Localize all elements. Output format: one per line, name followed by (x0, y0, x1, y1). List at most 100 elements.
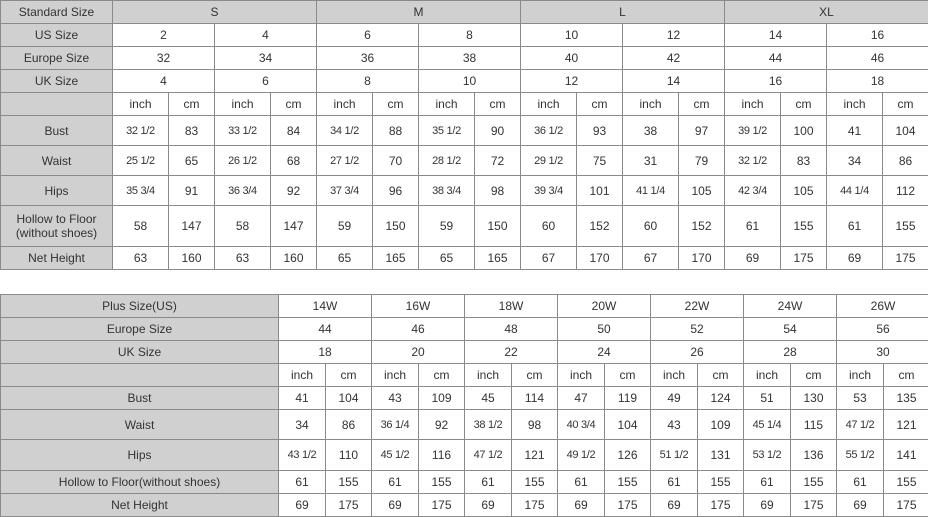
measure-cell: 155 (781, 206, 827, 247)
measure-cell: 175 (419, 494, 465, 517)
size-header: L (521, 1, 725, 24)
size-cell: 20 (372, 341, 465, 364)
measure-cell: 69 (279, 494, 326, 517)
size-cell: 6 (215, 70, 317, 93)
row-label: US Size (1, 24, 113, 47)
measure-cell: 141 (884, 440, 928, 471)
measure-cell: 69 (372, 494, 419, 517)
measure-cell: 65 (317, 247, 373, 270)
size-header: 18W (465, 295, 558, 318)
measure-cell: 47 (558, 387, 605, 410)
size-header: XL (725, 1, 928, 24)
measure-cell: 155 (884, 471, 928, 494)
measure-cell: 147 (271, 206, 317, 247)
size-cell: 2 (113, 24, 215, 47)
measure-cell: 100 (781, 116, 827, 146)
unit-label: cm (271, 93, 317, 116)
measure-cell: 41 (279, 387, 326, 410)
size-header: 24W (744, 295, 837, 318)
measure-cell: 124 (698, 387, 744, 410)
measure-cell: 75 (577, 146, 623, 176)
size-cell: 24 (558, 341, 651, 364)
measure-cell: 68 (271, 146, 317, 176)
measure-cell: 88 (373, 116, 419, 146)
measure-cell: 155 (883, 206, 928, 247)
row-label: Net Height (1, 247, 113, 270)
size-cell: 50 (558, 318, 651, 341)
measure-cell: 51 (744, 387, 791, 410)
size-cell: 26 (651, 341, 744, 364)
measure-cell: 155 (698, 471, 744, 494)
measure-cell: 69 (725, 247, 781, 270)
measure-cell: 86 (883, 146, 928, 176)
measure-cell: 101 (577, 176, 623, 206)
measure-cell: 47 1/2 (465, 440, 512, 471)
measure-cell: 61 (279, 471, 326, 494)
measure-cell: 175 (698, 494, 744, 517)
size-cell: 44 (725, 47, 827, 70)
unit-label: cm (883, 93, 928, 116)
unit-label: cm (512, 364, 558, 387)
row-label: Bust (1, 116, 113, 146)
measure-cell: 61 (827, 206, 883, 247)
size-cell: 46 (827, 47, 928, 70)
measure-cell: 160 (169, 247, 215, 270)
measure-cell: 147 (169, 206, 215, 247)
measure-cell: 175 (605, 494, 651, 517)
measure-cell: 121 (512, 440, 558, 471)
unit-label: cm (791, 364, 837, 387)
size-cell: 14 (623, 70, 725, 93)
measure-cell: 69 (827, 247, 883, 270)
measure-cell: 104 (883, 116, 928, 146)
measure-cell: 84 (271, 116, 317, 146)
measure-cell: 79 (679, 146, 725, 176)
measure-cell: 150 (475, 206, 521, 247)
measure-cell: 67 (521, 247, 577, 270)
size-cell: 48 (465, 318, 558, 341)
measure-cell: 105 (781, 176, 827, 206)
measure-cell: 36 3/4 (215, 176, 271, 206)
unit-label: cm (326, 364, 372, 387)
row-label: Waist (1, 410, 279, 440)
unit-label: inch (827, 93, 883, 116)
measure-cell: 165 (475, 247, 521, 270)
measure-cell: 175 (883, 247, 928, 270)
measure-cell: 61 (837, 471, 884, 494)
row-label: Europe Size (1, 318, 279, 341)
size-cell: 6 (317, 24, 419, 47)
size-cell: 10 (419, 70, 521, 93)
measure-cell: 43 (372, 387, 419, 410)
unit-label: cm (475, 93, 521, 116)
measure-cell: 63 (113, 247, 169, 270)
unit-label: cm (679, 93, 725, 116)
measure-cell: 39 1/2 (725, 116, 781, 146)
measure-cell: 29 1/2 (521, 146, 577, 176)
measure-cell: 90 (475, 116, 521, 146)
measure-cell: 43 (651, 410, 698, 440)
size-header: 16W (372, 295, 465, 318)
measure-cell: 45 1/2 (372, 440, 419, 471)
size-cell: 34 (215, 47, 317, 70)
size-cell: 28 (744, 341, 837, 364)
measure-cell: 38 (623, 116, 679, 146)
measure-cell: 86 (326, 410, 372, 440)
measure-cell: 65 (419, 247, 475, 270)
measure-cell: 45 (465, 387, 512, 410)
size-cell: 16 (827, 24, 928, 47)
measure-cell: 83 (781, 146, 827, 176)
size-header: M (317, 1, 521, 24)
measure-cell: 32 1/2 (725, 146, 781, 176)
measure-cell: 59 (317, 206, 373, 247)
measure-cell: 31 (623, 146, 679, 176)
measure-cell: 98 (475, 176, 521, 206)
measure-cell: 60 (623, 206, 679, 247)
measure-cell: 175 (791, 494, 837, 517)
